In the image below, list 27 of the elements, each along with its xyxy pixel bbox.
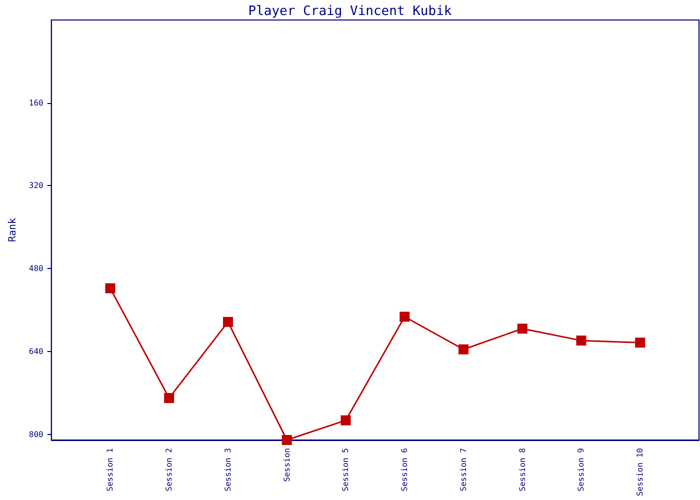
x-tick-label: Session 5: [341, 448, 350, 492]
x-tick-label: Session 9: [576, 448, 586, 492]
y-tick-label: 320: [28, 181, 44, 190]
x-tick-label: Session 6: [400, 448, 410, 492]
point: [105, 283, 116, 294]
x-tick-label: Session 10: [636, 448, 645, 496]
x-tick-label: Session 1: [106, 448, 115, 492]
x-tick-label: Session 2: [164, 448, 174, 492]
point: [400, 312, 410, 322]
chart-title: Player Craig Vincent Kubik: [248, 4, 452, 19]
y-tick-label: 160: [28, 98, 44, 108]
point: [576, 336, 586, 346]
x-tick-label: Session: [282, 448, 292, 482]
y-tick-label: 480: [28, 264, 44, 274]
y-tick-label: 640: [28, 346, 44, 356]
point: [222, 316, 233, 327]
point: [282, 435, 292, 445]
point: [340, 415, 351, 426]
y-axis-title: Rank: [8, 218, 18, 242]
point: [458, 344, 468, 354]
point: [635, 338, 646, 348]
y-tick-label: 800: [28, 430, 44, 439]
point: [517, 324, 528, 334]
x-tick-label: Session 8: [518, 448, 527, 492]
x-tick-label: Session 7: [458, 448, 468, 492]
x-tick-label: Session 3: [223, 448, 232, 492]
point: [164, 393, 174, 404]
